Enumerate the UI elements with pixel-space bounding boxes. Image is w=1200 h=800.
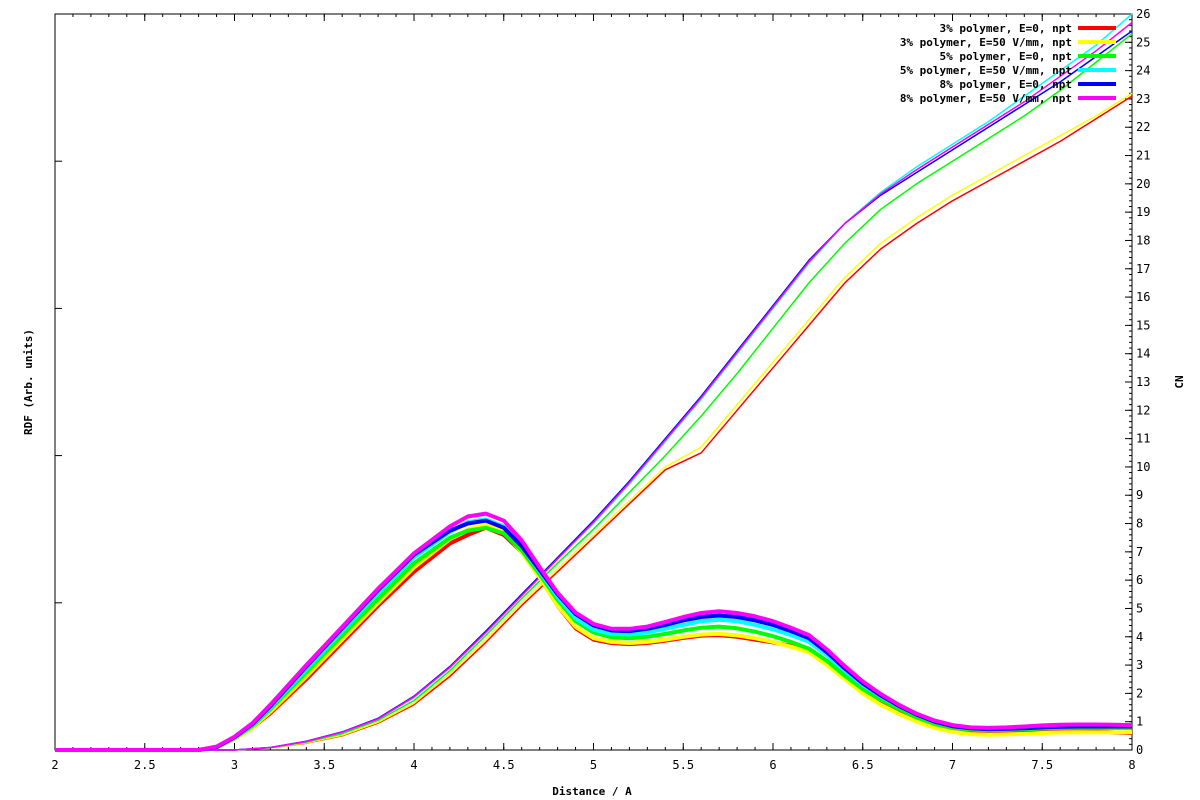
x-tick-label: 8 xyxy=(1128,758,1135,772)
x-tick-label: 3 xyxy=(231,758,238,772)
cn-series-line xyxy=(55,33,1133,751)
y-right-tick-label: 16 xyxy=(1136,290,1150,304)
y-right-tick-label: 9 xyxy=(1136,488,1143,502)
y-right-tick-label: 24 xyxy=(1136,64,1150,78)
y-right-tick-label: 22 xyxy=(1136,120,1150,134)
y-right-tick-label: 20 xyxy=(1136,177,1150,191)
y-right-tick-label: 21 xyxy=(1136,149,1150,163)
y-right-tick-label: 14 xyxy=(1136,347,1150,361)
legend-label: 5% polymer, E=0, npt xyxy=(940,50,1072,63)
y-right-tick-label: 17 xyxy=(1136,262,1150,276)
x-axis-label: Distance / A xyxy=(552,785,632,798)
series-lines xyxy=(55,13,1133,752)
rdf-series-line xyxy=(55,511,1133,752)
legend-label: 3% polymer, E=50 V/mm, npt xyxy=(900,36,1072,49)
y-right-tick-label: 12 xyxy=(1136,403,1150,417)
y-right-tick-label: 7 xyxy=(1136,545,1143,559)
y-right-tick-label: 0 xyxy=(1136,743,1143,757)
y-right-tick-label: 2 xyxy=(1136,686,1143,700)
cn-series-line xyxy=(55,30,1133,751)
x-tick-label: 6 xyxy=(769,758,776,772)
y-right-tick-label: 11 xyxy=(1136,432,1150,446)
legend-label: 3% polymer, E=0, npt xyxy=(940,22,1072,35)
x-tick-label: 4.5 xyxy=(493,758,515,772)
x-tick-label: 2 xyxy=(51,758,58,772)
rdf-series-line xyxy=(55,518,1132,752)
cn-series-line xyxy=(55,95,1133,751)
y-right-axis-label: CN xyxy=(1173,375,1186,388)
y-right-tick-label: 15 xyxy=(1136,318,1150,332)
y-right-tick-label: 8 xyxy=(1136,517,1143,531)
x-tick-label: 6.5 xyxy=(852,758,874,772)
rdf-series-line xyxy=(55,517,1132,752)
y-right-tick-label: 3 xyxy=(1136,658,1143,672)
x-tick-label: 5.5 xyxy=(672,758,694,772)
y-right-tick-label: 5 xyxy=(1136,601,1143,615)
y-right-tick-label: 4 xyxy=(1136,630,1143,644)
y-left-axis-label: RDF (Arb. units) xyxy=(22,329,35,435)
y-right-tick-label: 23 xyxy=(1136,92,1150,106)
y-right-tick-label: 26 xyxy=(1136,7,1150,21)
cn-series-line xyxy=(55,92,1133,751)
y-right-tick-label: 25 xyxy=(1136,35,1150,49)
x-tick-label: 4 xyxy=(410,758,417,772)
y-right-axis-ticks: 0123456789101112131415161718192021222324… xyxy=(1125,7,1150,757)
x-tick-label: 7.5 xyxy=(1031,758,1053,772)
rdf-series-line xyxy=(55,523,1132,752)
y-right-tick-label: 1 xyxy=(1136,715,1143,729)
legend-label: 5% polymer, E=50 V/mm, npt xyxy=(900,64,1072,77)
x-axis-ticks: 2 2.5 3 3.5 4 4.5 5 5.5 6 6.5 7 7.5 8 xyxy=(51,14,1136,772)
x-tick-label: 5 xyxy=(590,758,597,772)
legend-label: 8% polymer, E=0, npt xyxy=(940,78,1072,91)
x-tick-label: 7 xyxy=(949,758,956,772)
x-tick-label: 3.5 xyxy=(313,758,335,772)
cn-series-line xyxy=(55,21,1133,751)
x-tick-label: 2.5 xyxy=(134,758,156,772)
y-right-tick-label: 19 xyxy=(1136,205,1150,219)
y-right-tick-label: 10 xyxy=(1136,460,1150,474)
y-left-axis-ticks xyxy=(55,13,62,751)
legend-label: 8% polymer, E=50 V/mm, npt xyxy=(900,92,1072,105)
y-right-tick-label: 6 xyxy=(1136,573,1143,587)
y-right-tick-label: 13 xyxy=(1136,375,1150,389)
y-right-tick-label: 18 xyxy=(1136,233,1150,247)
